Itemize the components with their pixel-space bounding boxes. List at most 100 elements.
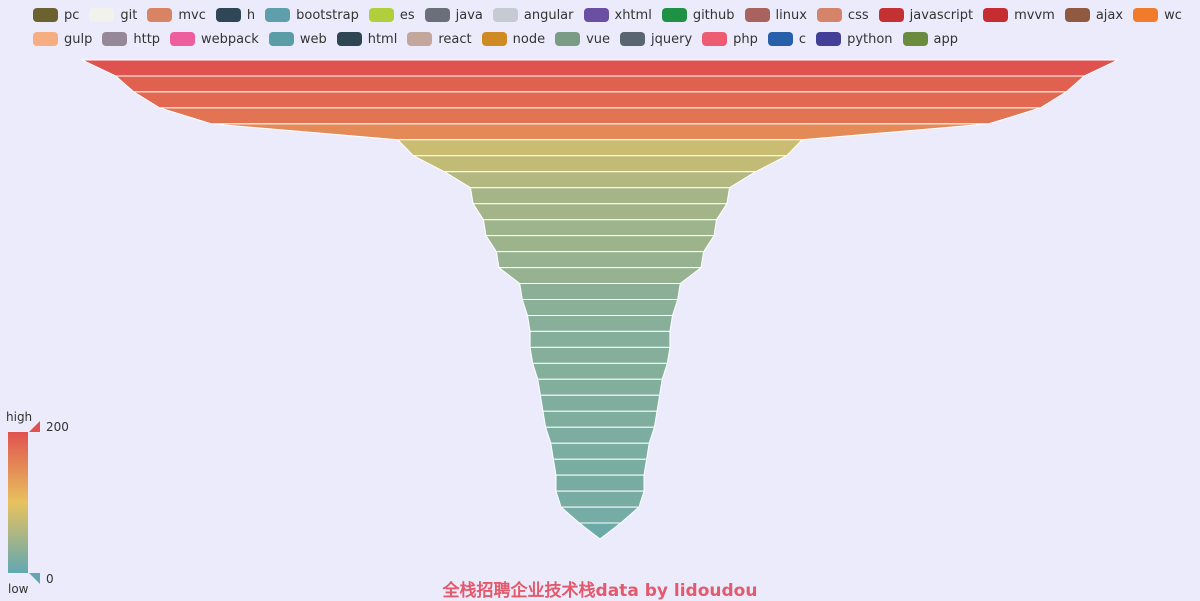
legend-label: bootstrap (296, 7, 359, 23)
legend-swatch (424, 8, 450, 22)
legend-label: html (367, 31, 398, 47)
legend-swatch (492, 8, 518, 22)
legend-item-es[interactable]: es (368, 3, 415, 27)
legend-label: css (847, 7, 869, 23)
visual-map-top-handle-icon[interactable] (29, 421, 40, 432)
funnel-segment[interactable] (159, 107, 1041, 125)
funnel-segment[interactable] (552, 458, 648, 476)
legend-swatch (33, 8, 58, 22)
legend-label: es (399, 7, 415, 23)
funnel-segment[interactable] (114, 75, 1086, 93)
legend-swatch (1133, 8, 1159, 22)
funnel-segment[interactable] (532, 362, 668, 380)
funnel-segment[interactable] (529, 346, 671, 364)
legend-label: app (933, 31, 959, 47)
legend-item-bootstrap[interactable]: bootstrap (265, 3, 359, 27)
legend-item-python[interactable]: python (816, 27, 893, 51)
legend-swatch (407, 32, 433, 46)
legend-item-app[interactable]: app (902, 27, 959, 51)
funnel-segment[interactable] (211, 123, 989, 141)
legend-item-java[interactable]: java (424, 3, 483, 27)
legend-item-h[interactable]: h (215, 3, 256, 27)
visual-map-max-value: 200 (46, 420, 69, 434)
legend-item-git[interactable]: git (89, 3, 137, 27)
legend-swatch (336, 32, 362, 46)
legend-label: git (120, 7, 138, 23)
legend-item-xhtml[interactable]: xhtml (583, 3, 652, 27)
funnel-segment[interactable] (555, 490, 645, 508)
legend-item-javascript[interactable]: javascript (878, 3, 974, 27)
funnel-segment[interactable] (577, 522, 623, 540)
legend-label: python (847, 31, 893, 47)
legend-swatch (102, 32, 128, 46)
funnel-segment[interactable] (469, 187, 731, 205)
funnel-segment[interactable] (526, 315, 674, 332)
legend-swatch (878, 8, 904, 22)
funnel-segment[interactable] (559, 506, 641, 524)
legend-item-github[interactable]: github (661, 3, 735, 27)
legend-label: javascript (909, 7, 974, 23)
funnel-segment[interactable] (396, 139, 804, 157)
legend-swatch (555, 32, 581, 46)
funnel-segment[interactable] (521, 299, 679, 316)
legend-label: c (798, 31, 807, 47)
funnel-segment[interactable] (472, 203, 728, 221)
funnel-segment[interactable] (529, 330, 671, 348)
legend-label: h (246, 7, 256, 23)
visual-map-gradient[interactable] (8, 432, 28, 573)
legend-item-mvvm[interactable]: mvvm (983, 3, 1055, 27)
legend-item-angular[interactable]: angular (492, 3, 574, 27)
funnel-segment[interactable] (482, 219, 718, 237)
legend-item-pc[interactable]: pc (33, 3, 79, 27)
funnel-segment[interactable] (537, 378, 663, 396)
legend-item-c[interactable]: c (767, 27, 807, 51)
visual-map[interactable]: high 200 0 low (0, 0, 80, 600)
legend-item-web[interactable]: web (268, 27, 327, 51)
legend-item-jquery[interactable]: jquery (620, 27, 692, 51)
legend-swatch (170, 32, 196, 46)
funnel-segment[interactable] (485, 235, 715, 253)
legend-swatch (816, 8, 842, 22)
legend-item-css[interactable]: css (816, 3, 869, 27)
legend-swatch (368, 8, 394, 22)
funnel-segment[interactable] (495, 251, 705, 269)
funnel-segment[interactable] (542, 410, 658, 428)
visual-map-high-label: high (6, 410, 33, 424)
funnel-segment[interactable] (413, 155, 787, 173)
legend-label: php (733, 31, 758, 47)
funnel-segment[interactable] (519, 283, 681, 300)
legend-item-linux[interactable]: linux (744, 3, 807, 27)
funnel-segment[interactable] (550, 442, 650, 460)
legend-item-webpack[interactable]: webpack (170, 27, 259, 51)
legend-item-ajax[interactable]: ajax (1064, 3, 1123, 27)
legend-label: http (133, 31, 161, 47)
legend-item-http[interactable]: http (102, 27, 160, 51)
funnel-segments (81, 59, 1119, 540)
legend-item-vue[interactable]: vue (555, 27, 610, 51)
visual-map-low-label: low (8, 582, 29, 596)
funnel-segment[interactable] (539, 394, 661, 412)
legend-item-wc[interactable]: wc (1133, 3, 1182, 27)
legend-label: mvvm (1014, 7, 1055, 23)
legend-item-react[interactable]: react (407, 27, 472, 51)
legend-item-mvc[interactable]: mvc (147, 3, 206, 27)
legend-item-html[interactable]: html (336, 27, 398, 51)
visual-map-bottom-handle-icon[interactable] (29, 573, 40, 584)
funnel-segment[interactable] (497, 267, 703, 284)
funnel-segment[interactable] (132, 91, 1068, 109)
funnel-segment[interactable] (555, 474, 645, 492)
legend-swatch (620, 32, 646, 46)
legend-swatch (767, 32, 793, 46)
legend-swatch (702, 32, 728, 46)
funnel-segment[interactable] (544, 426, 656, 444)
visual-map-bar[interactable] (0, 0, 80, 600)
legend-item-gulp[interactable]: gulp (33, 27, 92, 51)
funnel-segment[interactable] (81, 59, 1119, 77)
legend-label: linux (775, 7, 807, 23)
chart-title: 全栈招聘企业技术栈data by lidoudou (442, 581, 758, 601)
legend-label: react (438, 31, 472, 47)
funnel-segment[interactable] (442, 171, 758, 189)
legend-item-php[interactable]: php (702, 27, 758, 51)
legend-label: java (455, 7, 483, 23)
legend-item-node[interactable]: node (481, 27, 545, 51)
